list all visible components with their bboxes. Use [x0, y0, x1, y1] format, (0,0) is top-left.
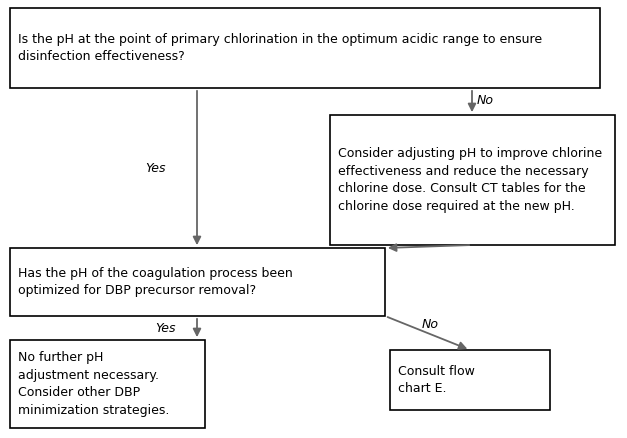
- Bar: [10, 248, 385, 316]
- Text: No further pH
adjustment necessary.
Consider other DBP
minimization strategies.: No further pH adjustment necessary. Cons…: [18, 351, 169, 417]
- Text: No: No: [421, 318, 438, 332]
- Bar: [390, 350, 550, 410]
- Text: Is the pH at the point of primary chlorination in the optimum acidic range to en: Is the pH at the point of primary chlori…: [18, 33, 542, 63]
- Bar: [330, 115, 615, 245]
- Text: Has the pH of the coagulation process been
optimized for DBP precursor removal?: Has the pH of the coagulation process be…: [18, 267, 293, 297]
- Bar: [10, 340, 205, 428]
- Text: No: No: [477, 93, 493, 106]
- Bar: [10, 8, 600, 88]
- Text: Yes: Yes: [155, 321, 176, 335]
- Text: Consult flow
chart E.: Consult flow chart E.: [398, 365, 475, 395]
- Text: Consider adjusting pH to improve chlorine
effectiveness and reduce the necessary: Consider adjusting pH to improve chlorin…: [338, 147, 602, 213]
- Text: Yes: Yes: [145, 162, 166, 174]
